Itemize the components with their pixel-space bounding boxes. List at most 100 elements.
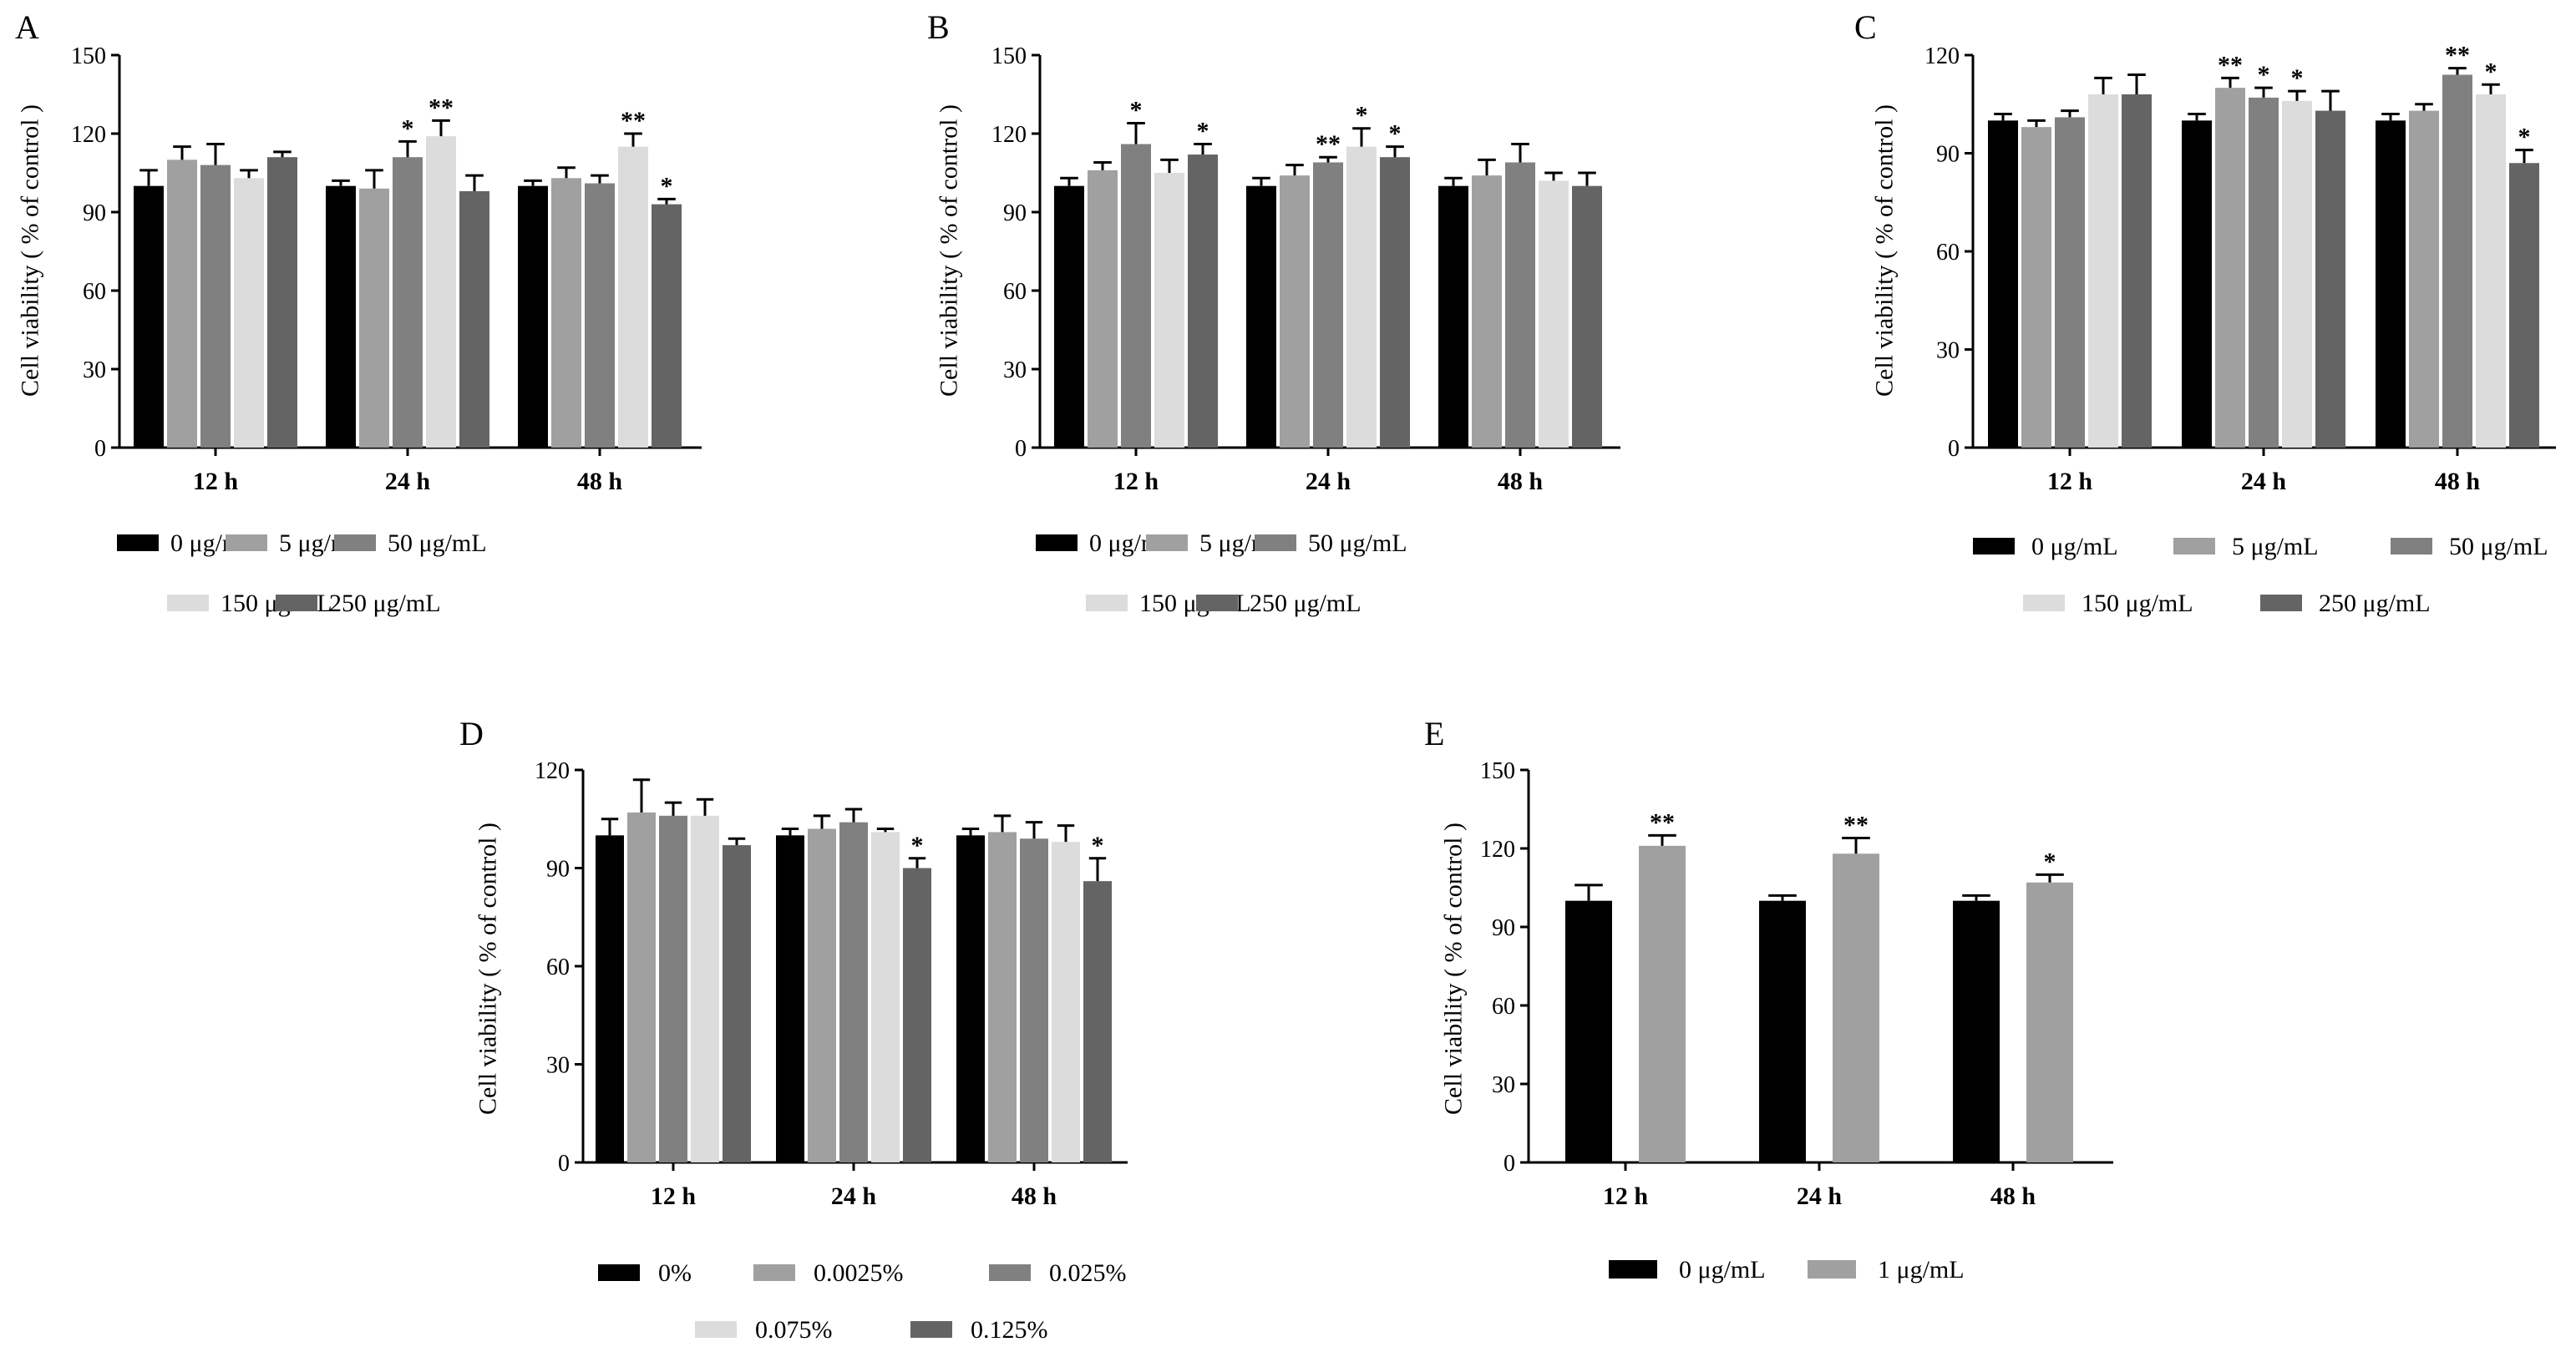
error-bar <box>173 145 191 160</box>
y-tick-label: 150 <box>71 43 106 69</box>
error-bar <box>696 798 714 816</box>
significance-star: * <box>1197 118 1209 145</box>
bar <box>1088 170 1118 448</box>
bar <box>2442 74 2472 448</box>
bar <box>1313 162 1343 448</box>
legend-label: 0.0025% <box>814 1259 904 1287</box>
error-bar <box>908 857 926 868</box>
legend-swatch <box>1808 1260 1856 1279</box>
bar <box>596 835 624 1162</box>
error-bar <box>2036 873 2064 883</box>
bar <box>871 832 900 1162</box>
error-bar <box>1511 143 1529 163</box>
legend-label: 0 μg/mL <box>2031 533 2118 560</box>
y-axis-title: Cell viability ( % of control ) <box>474 823 502 1115</box>
panel-a: A 0 30 60 90 120 150 Cell viability ( % of cont… <box>15 8 702 617</box>
legend-label: 250 μg/mL <box>1250 590 1362 617</box>
legend-swatch <box>1255 534 1296 551</box>
legend-swatch <box>276 595 317 611</box>
significance-star: * <box>911 832 924 859</box>
error-bar <box>2321 89 2340 111</box>
bar <box>1121 144 1151 448</box>
y-tick-label: 60 <box>1492 994 1515 1020</box>
error-bar <box>273 150 292 158</box>
bar <box>1759 900 1806 1162</box>
significance-star: * <box>1130 96 1143 124</box>
error-bar <box>2415 103 2433 111</box>
y-tick-label: 120 <box>535 758 570 784</box>
error-bar <box>1962 894 1990 901</box>
error-bar <box>1285 164 1304 176</box>
x-tick-label: 48 h <box>1498 468 1544 495</box>
legend-swatch <box>1973 538 2015 554</box>
y-axis-title: Cell viability ( % of control ) <box>936 104 963 397</box>
bar <box>691 815 719 1162</box>
bar <box>1380 157 1410 448</box>
bar <box>776 835 804 1162</box>
bar <box>1188 154 1218 448</box>
error-bar <box>1025 821 1043 839</box>
legend-label: 0.125% <box>971 1316 1048 1344</box>
x-tick-label: 24 h <box>831 1182 877 1210</box>
panel-e: E 0 30 60 90 120 150 Cell viability ( % of cont… <box>1424 715 2113 1284</box>
y-tick-label: 150 <box>991 43 1027 69</box>
bar <box>1020 838 1048 1162</box>
legend-swatch <box>167 595 209 611</box>
x-tick-label: 48 h <box>1012 1182 1057 1210</box>
bar <box>723 845 751 1162</box>
bar <box>551 178 581 448</box>
legend-label: 50 μg/mL <box>388 529 487 557</box>
legend-item: 0.125% <box>910 1316 1048 1344</box>
error-bar <box>524 179 542 186</box>
error-bar <box>664 801 682 816</box>
error-bar <box>240 169 258 179</box>
legend-item: 0.025% <box>989 1259 1127 1287</box>
bar <box>234 178 264 448</box>
legend-swatch <box>598 1264 640 1281</box>
error-bar <box>624 132 642 147</box>
legend-item: 150 μg/mL <box>2023 590 2193 617</box>
panel-d: D 0 30 60 90 120 Cell viability ( % of control… <box>459 715 1128 1344</box>
legend-swatch <box>226 534 267 551</box>
x-tick-label: 12 h <box>2047 468 2093 495</box>
bar <box>1083 881 1112 1162</box>
x-tick-label: 24 h <box>385 468 431 495</box>
error-bar <box>2448 67 2467 75</box>
significance-star: * <box>2485 58 2497 85</box>
significance-star: * <box>1356 102 1368 129</box>
legend-item: 0.0025% <box>753 1259 904 1287</box>
legend-item: 0% <box>598 1259 692 1287</box>
legend-item: 50 μg/mL <box>1255 529 1407 557</box>
y-tick-label: 60 <box>1936 240 1960 266</box>
legend-swatch <box>1086 595 1128 611</box>
legend-swatch <box>1146 534 1188 551</box>
error-bar <box>1544 171 1563 181</box>
legend-item: 5 μg/mL <box>2173 533 2319 560</box>
x-tick-label: 24 h <box>1797 1182 1843 1210</box>
y-tick-label: 30 <box>1936 338 1960 364</box>
error-bar <box>2482 83 2500 94</box>
legend-swatch <box>2260 595 2302 611</box>
bar <box>1054 185 1084 448</box>
y-tick-label: 30 <box>1492 1072 1515 1098</box>
bar <box>2215 88 2245 448</box>
error-bar <box>1842 836 1870 854</box>
error-bar <box>1252 176 1270 186</box>
y-axis-title: Cell viability ( % of control ) <box>1871 104 1899 397</box>
bar <box>1438 185 1468 448</box>
error-bar <box>2288 89 2306 101</box>
bar <box>1346 146 1377 448</box>
error-bar <box>728 837 746 846</box>
bar <box>839 822 868 1162</box>
y-tick-label: 60 <box>1003 279 1027 305</box>
legend-item: 50 μg/mL <box>2391 533 2548 560</box>
bar <box>1572 185 1602 448</box>
significance-star: ** <box>2218 51 2243 78</box>
error-bar <box>2515 149 2533 164</box>
bar <box>2409 110 2439 448</box>
bar <box>1639 845 1686 1162</box>
significance-star: * <box>1389 120 1402 148</box>
y-tick-label: 90 <box>1003 200 1027 226</box>
legend-label: 50 μg/mL <box>1308 529 1407 557</box>
legend-label: 150 μg/mL <box>2082 590 2193 617</box>
